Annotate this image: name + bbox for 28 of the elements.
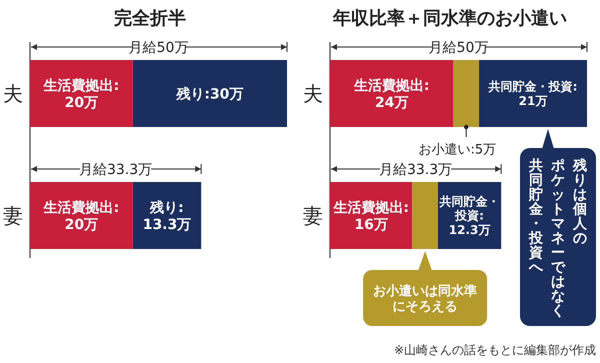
data-label: 残り: 13.3万 [142, 200, 192, 233]
total-label: 月給33.3万 [378, 162, 452, 178]
data-label: 共同貯金・投資: 12.3万 [438, 194, 500, 238]
text: ※山崎さんの話をもとに編集部が作成 [394, 343, 596, 357]
y-tick-label: 妻 [3, 204, 23, 228]
bar [453, 60, 480, 127]
bar [330, 60, 454, 127]
total-label: 月給33.3万 [78, 162, 152, 178]
data-label: 生活費拠出: 20万 [42, 200, 120, 233]
callout: お小遣いは同水準にそろえる [363, 251, 488, 326]
bar [412, 182, 438, 249]
data-label: お小遣い:5万 [418, 142, 496, 158]
bar [479, 60, 587, 127]
chart-title: 完全折半 [114, 8, 186, 29]
callout: 残りは個人の ポケットマネーではなく 共同貯金・投資へ [520, 129, 596, 326]
total-label: 月給50万 [428, 40, 488, 56]
y-tick-label: 夫 [303, 82, 323, 106]
annotation: 残りは個人の [572, 158, 588, 246]
annotation: 共同貯金・投資へ [528, 158, 544, 276]
total-label: 月給50万 [128, 40, 188, 56]
data-label: 共同貯金・投資: 21万 [488, 80, 578, 108]
data-label: 生活費拠出: 24万 [352, 78, 430, 111]
y-tick-label: 夫 [3, 82, 23, 106]
y-tick-label: 妻 [303, 204, 323, 228]
data-label: 生活費拠出: 20万 [42, 78, 120, 111]
data-label: 残り:30万 [175, 86, 244, 102]
chart-title: 年収比率＋同水準のお小遣い [332, 8, 567, 29]
data-label: 生活費拠出: 16万 [332, 200, 409, 233]
